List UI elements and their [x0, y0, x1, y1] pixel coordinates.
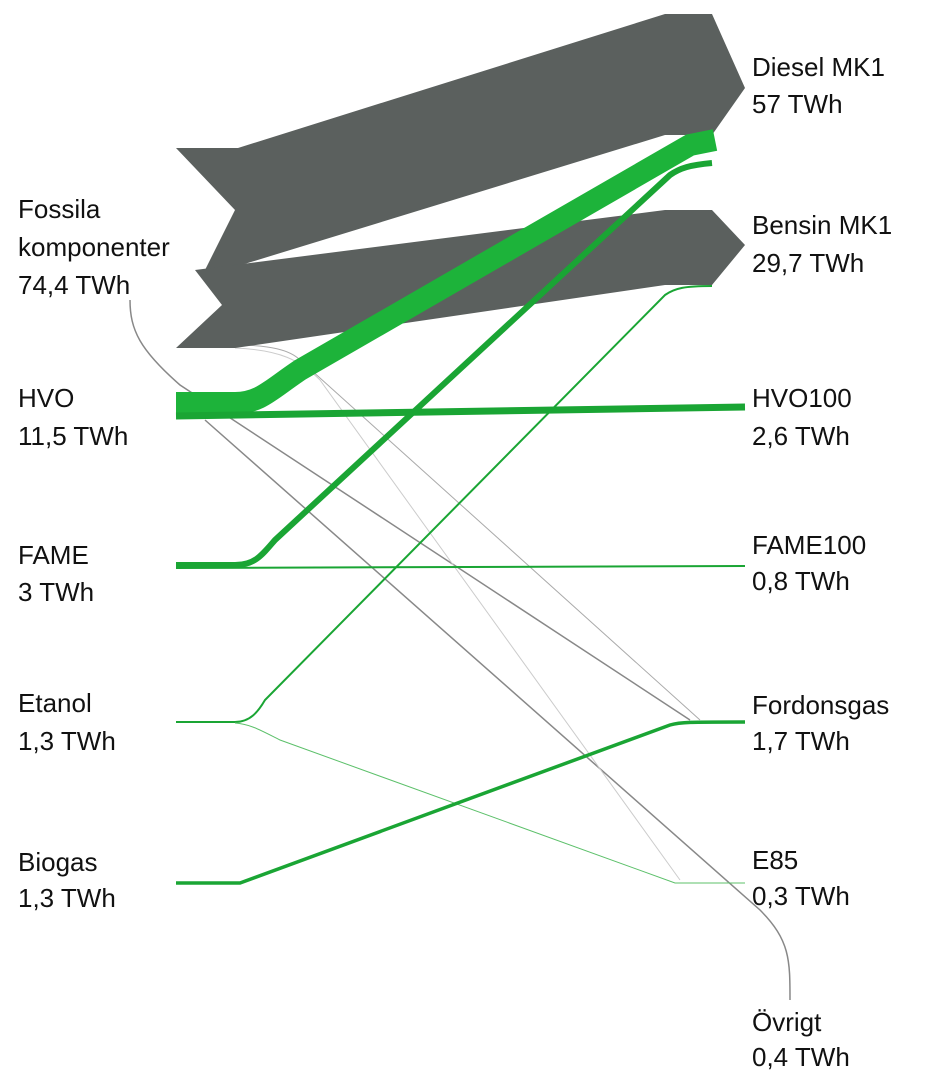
flow: [176, 160, 713, 568]
flow: [204, 419, 791, 1001]
node-label: HVO: [18, 383, 74, 413]
node-label: HVO100: [752, 383, 852, 413]
node-value: 57 TWh: [752, 89, 843, 119]
node-label: komponenter: [18, 232, 170, 262]
flow: [176, 129, 718, 414]
flow: [175, 565, 746, 569]
node-value: 2,6 TWh: [752, 421, 850, 451]
node-value: 0,4 TWh: [752, 1042, 850, 1072]
node-value: 0,8 TWh: [752, 566, 850, 596]
flow: [176, 285, 713, 723]
node-value: 1,3 TWh: [18, 883, 116, 913]
target-labels: Diesel MK1 57 TWh Bensin MK1 29,7 TWh HV…: [752, 52, 892, 1072]
flow: [234, 344, 701, 721]
flow: [234, 722, 745, 884]
flow: [129, 299, 691, 721]
node-value: 11,5 TWh: [18, 421, 128, 451]
flows: [129, 14, 791, 1001]
node-value: 1,7 TWh: [752, 726, 850, 756]
node-label: Fossila: [18, 194, 101, 224]
node-label: Bensin MK1: [752, 210, 892, 240]
node-value: 1,3 TWh: [18, 726, 116, 756]
node-value: 3 TWh: [18, 577, 94, 607]
node-label: FAME: [18, 540, 89, 570]
node-value: 0,3 TWh: [752, 881, 850, 911]
node-label: Etanol: [18, 688, 92, 718]
flow: [175, 403, 746, 420]
node-label: Fordonsgas: [752, 690, 889, 720]
node-label: Diesel MK1: [752, 52, 885, 82]
flow-diesel: [176, 14, 745, 270]
node-label: Övrigt: [752, 1007, 822, 1037]
flow: [176, 720, 746, 885]
node-label: FAME100: [752, 530, 866, 560]
node-label: Biogas: [18, 847, 98, 877]
node-value: 74,4 TWh: [18, 270, 130, 300]
node-label: E85: [752, 845, 798, 875]
source-labels: Fossila komponenter 74,4 TWh HVO 11,5 TW…: [18, 194, 170, 913]
flow: [234, 347, 681, 881]
node-value: 29,7 TWh: [752, 248, 864, 278]
